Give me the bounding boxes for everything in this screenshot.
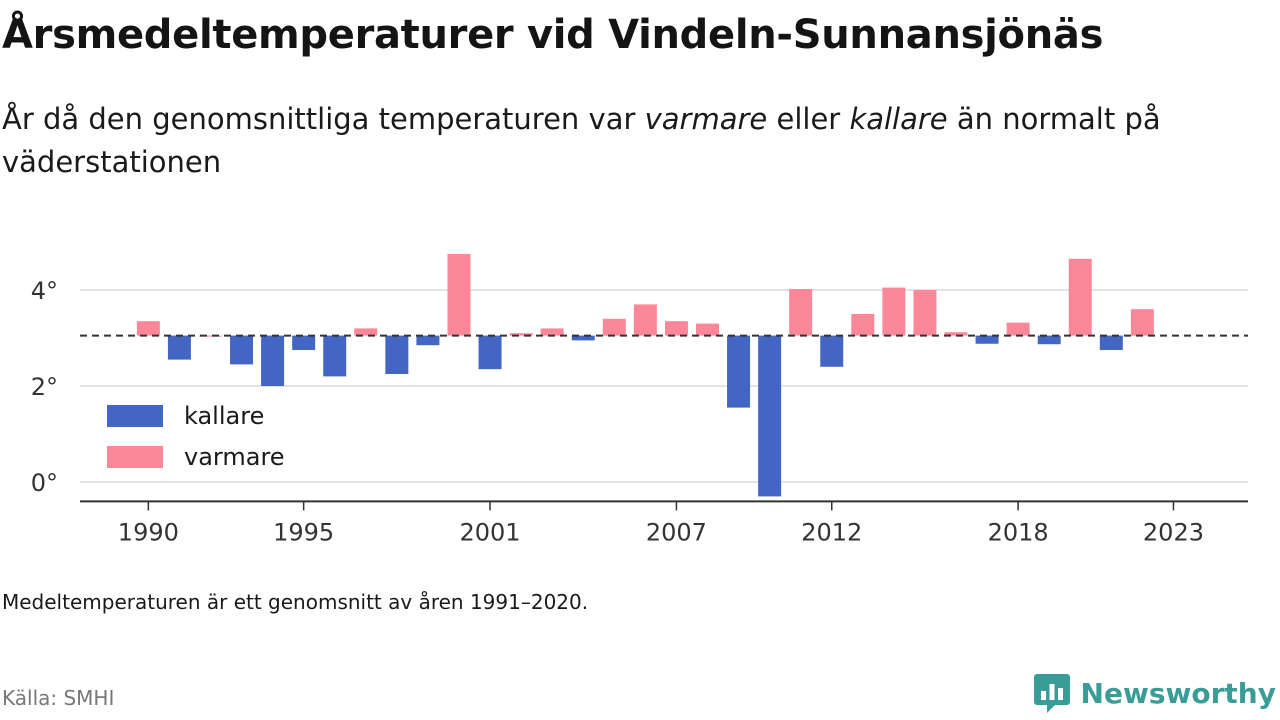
bar-varmare [447,254,471,336]
bar-kallare [1037,335,1061,345]
bar-varmare [540,328,564,336]
bar-kallare [975,335,999,344]
legend-swatch-varmare [107,446,163,468]
bar-varmare [354,328,378,336]
x-tick-label: 2012 [801,518,862,546]
bar-varmare [882,287,906,336]
bar-kallare [758,335,782,497]
x-tick-label: 2007 [646,518,707,546]
x-tick-label: 2023 [1143,518,1204,546]
bar-varmare [602,318,626,336]
bar-kallare [820,335,844,367]
subtitle-varmare: varmare [644,102,768,136]
subtitle-text-3: än normalt på väderstationen [2,102,1161,179]
chart-title: Årsmedeltemperaturer vid Vindeln-Sunnans… [2,12,1104,58]
bar-kallare [167,335,191,360]
bar-kallare [385,335,409,374]
bar-varmare [198,335,222,337]
legend-swatch-kallare [107,405,163,427]
bar-varmare [509,333,533,336]
newsworthy-logo-icon [1033,674,1070,713]
x-tick-label: 1995 [273,518,334,546]
x-tick-label: 2018 [988,518,1049,546]
temperature-bar-chart: 0° 2° 4° 1990 1995 2001 2007 2012 2018 2023 kallar… [31,254,1248,546]
bar-varmare [944,332,968,336]
legend-label-kallare: kallare [184,402,264,430]
y-tick-label: 0° [31,469,58,497]
bar-kallare [323,335,347,377]
bar-kallare [292,335,316,350]
x-tick-label: 2001 [460,518,521,546]
bar-kallare [230,335,254,365]
subtitle-kallare: kallare [849,102,948,136]
bar-varmare [633,304,657,336]
bar-kallare [416,335,440,346]
chart-subtitle: År då den genomsnittliga temperaturen va… [2,98,1262,184]
y-tick-label: 4° [31,277,58,305]
bar-varmare [136,321,160,336]
brand-name: Newsworthy [1080,676,1276,710]
bar-varmare [695,323,719,336]
footnote: Medeltemperaturen är ett genomsnitt av å… [2,590,589,614]
bar-varmare [664,321,688,336]
bar-varmare [1068,258,1092,336]
bar-varmare [851,314,875,336]
source-label: Källa: SMHI [2,686,115,710]
bar-varmare [1006,322,1030,336]
brand-logo: Newsworthy [1033,672,1276,714]
bar-kallare [261,335,285,386]
bar-kallare [571,335,595,341]
bar-varmare [1130,309,1154,336]
subtitle-text-2: eller [767,102,850,136]
x-tick-label: 1990 [118,518,179,546]
legend-label-varmare: varmare [184,443,285,471]
subtitle-text-1: År då den genomsnittliga temperaturen va… [2,102,645,136]
bar-kallare [478,335,502,370]
y-tick-label: 2° [31,373,58,401]
bar-varmare [913,290,937,336]
bar-kallare [727,335,751,408]
bar-kallare [1099,335,1123,350]
bar-varmare [789,289,813,336]
